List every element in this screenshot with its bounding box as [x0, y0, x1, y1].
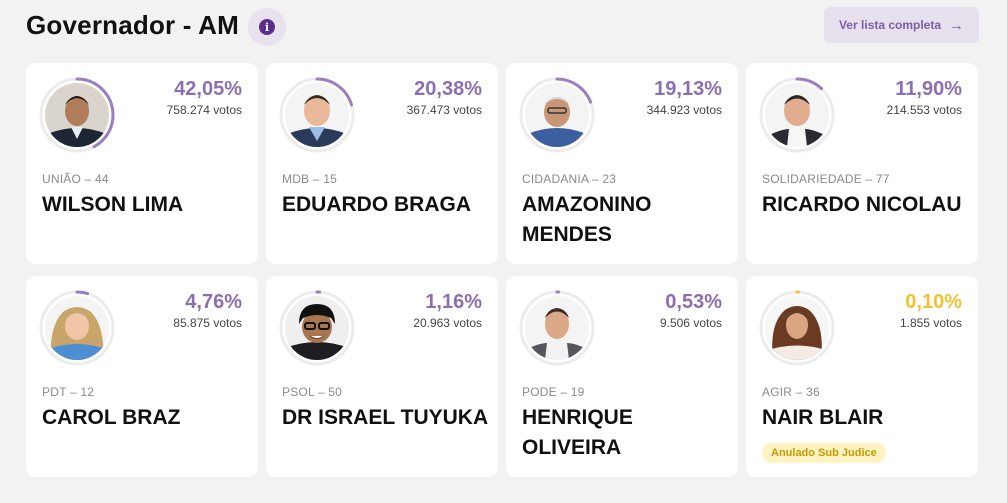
party-number: AGIR – 36: [762, 385, 820, 399]
party-number: PODE – 19: [522, 385, 585, 399]
info-button[interactable]: i: [248, 8, 286, 46]
party-number: UNIÃO – 44: [42, 172, 109, 186]
sub-judice-badge: Anulado Sub Judice: [762, 443, 886, 463]
candidate-name: AMAZONINO MENDES: [522, 193, 652, 246]
vote-percentage: 42,05%: [174, 78, 242, 100]
candidate-card[interactable]: 0,53% 9.506 votos PODE – 19 HENRIQUE OLI…: [506, 276, 738, 477]
candidate-card[interactable]: 4,76% 85.875 votos PDT – 12 CAROL BRAZ: [26, 276, 258, 477]
candidate-avatar: [757, 75, 837, 155]
vote-percentage: 20,38%: [414, 78, 482, 100]
candidate-photo: [285, 83, 349, 147]
vote-percentage: 0,53%: [665, 291, 722, 313]
vote-count: 758.274 votos: [166, 103, 242, 117]
candidate-name: DR ISRAEL TUYUKA: [282, 406, 489, 429]
header: Governador - AM i Ver lista completa →: [26, 7, 979, 48]
vote-percentage: 19,13%: [654, 78, 722, 100]
candidate-card[interactable]: 19,13% 344.923 votos CIDADANIA – 23 AMAZ…: [506, 63, 738, 264]
vote-percentage: 11,90%: [895, 78, 962, 100]
vote-count: 367.473 votos: [406, 103, 482, 117]
party-number: MDB – 15: [282, 172, 337, 186]
candidate-name: WILSON LIMA: [42, 193, 184, 216]
vote-share-ring: [39, 77, 115, 153]
candidate-photo: [45, 83, 109, 147]
view-full-list-button[interactable]: Ver lista completa →: [824, 7, 979, 43]
view-full-list-label: Ver lista completa: [838, 18, 942, 32]
candidate-photo: [285, 296, 349, 360]
candidate-name: CAROL BRAZ: [42, 406, 181, 429]
party-number: CIDADANIA – 23: [522, 172, 617, 186]
candidate-card[interactable]: 11,90% 214.553 votos SOLIDARIEDADE – 77 …: [746, 63, 978, 264]
arrow-right-icon: →: [949, 16, 965, 34]
vote-share-ring: [759, 290, 835, 366]
candidate-avatar: [37, 288, 117, 368]
candidate-avatar: [517, 288, 597, 368]
candidate-avatar: [277, 75, 357, 155]
candidate-card[interactable]: 42,05% 758.274 votos UNIÃO – 44 WILSON L…: [26, 63, 258, 264]
candidate-photo: [765, 296, 829, 360]
candidate-name: HENRIQUE OLIVEIRA: [522, 406, 633, 459]
info-icon: i: [259, 19, 275, 35]
candidate-avatar: [37, 75, 117, 155]
vote-share-ring: [39, 290, 115, 366]
party-number: PDT – 12: [42, 385, 95, 399]
vote-count: 1.855 votos: [899, 316, 962, 330]
candidate-name: EDUARDO BRAGA: [282, 193, 471, 216]
candidate-avatar: [277, 288, 357, 368]
candidate-name: RICARDO NICOLAU: [762, 193, 962, 216]
vote-share-ring: [759, 77, 835, 153]
candidate-card[interactable]: 0,10% 1.855 votos AGIR – 36 NAIR BLAIR A…: [746, 276, 978, 477]
vote-percentage: 4,76%: [185, 291, 242, 313]
vote-count: 9.506 votos: [659, 316, 722, 330]
vote-share-ring: [279, 77, 355, 153]
vote-percentage: 1,16%: [425, 291, 482, 313]
candidate-card[interactable]: 20,38% 367.473 votos MDB – 15 EDUARDO BR…: [266, 63, 498, 264]
candidate-name: NAIR BLAIR: [762, 406, 884, 429]
candidate-avatar: [517, 75, 597, 155]
vote-count: 344.923 votos: [646, 103, 722, 117]
vote-share-ring: [519, 290, 595, 366]
candidate-photo: [525, 83, 589, 147]
candidate-photo: [525, 296, 589, 360]
vote-count: 214.553 votos: [886, 103, 962, 117]
vote-count: 20.963 votos: [413, 316, 482, 330]
vote-share-ring: [279, 290, 355, 366]
page-title: Governador - AM: [26, 10, 239, 40]
candidate-photo: [45, 296, 109, 360]
party-number: PSOL – 50: [282, 385, 343, 399]
vote-count: 85.875 votos: [173, 316, 242, 330]
candidate-photo: [765, 83, 829, 147]
party-number: SOLIDARIEDADE – 77: [762, 172, 890, 186]
vote-percentage: 0,10%: [905, 291, 962, 313]
vote-share-ring: [519, 77, 595, 153]
candidate-avatar: [757, 288, 837, 368]
candidate-card[interactable]: 1,16% 20.963 votos PSOL – 50 DR ISRAEL T…: [266, 276, 498, 477]
